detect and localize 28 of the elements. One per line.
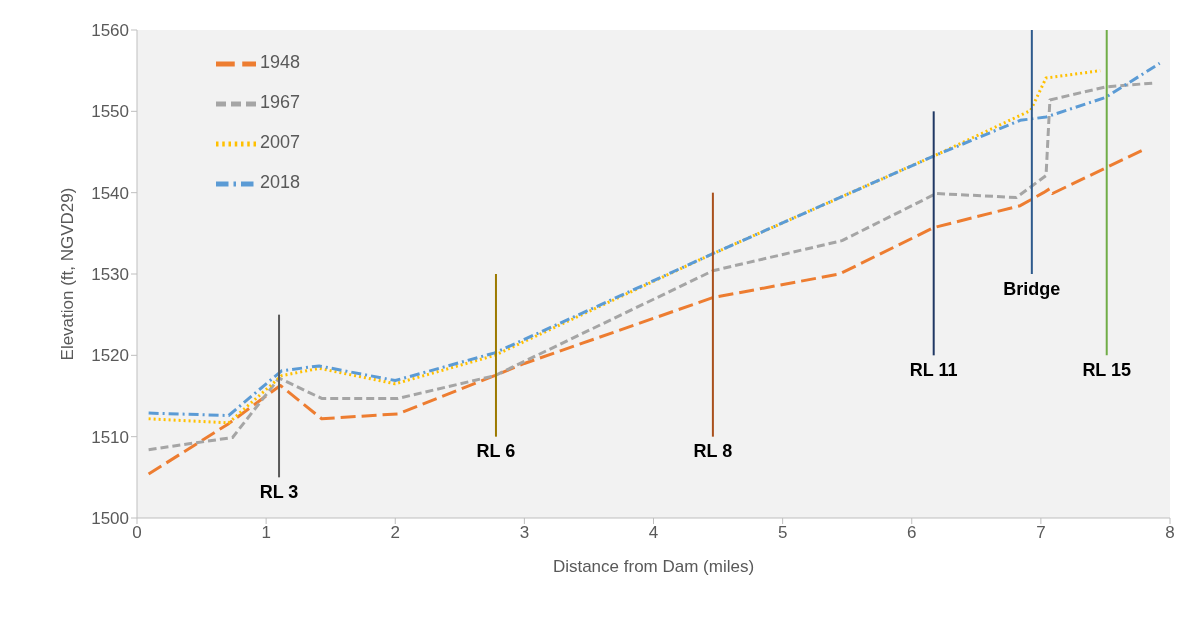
x-tick-label: 1	[261, 523, 271, 543]
y-tick-label: 1560	[91, 21, 129, 41]
x-tick-label: 4	[648, 523, 659, 543]
legend-label: 2007	[259, 132, 301, 153]
y-tick-label: 1510	[91, 427, 129, 447]
y-tick-label: 1520	[91, 346, 129, 366]
series-label: RL 11	[909, 360, 958, 381]
x-tick-label: 5	[777, 523, 788, 543]
series-label: RL 6	[476, 441, 516, 462]
x-tick-label: 0	[132, 523, 142, 543]
x-tick-label: 3	[519, 523, 530, 543]
y-tick-label: 1540	[91, 183, 129, 203]
series-label: RL 3	[259, 482, 299, 503]
series-label: RL 8	[693, 441, 733, 462]
legend-label: 1967	[259, 92, 301, 113]
x-tick-label: 6	[907, 523, 917, 543]
series-label: Bridge	[1003, 278, 1061, 299]
series-label: RL 15	[1082, 360, 1132, 381]
x-tick-label: 8	[1165, 523, 1175, 543]
x-tick-label: 2	[390, 523, 400, 543]
legend-label: 2018	[259, 172, 301, 193]
y-tick-label: 1500	[91, 509, 129, 529]
x-tick-label: 7	[1036, 523, 1046, 543]
y-tick-label: 1530	[91, 265, 129, 285]
legend-label: 1948	[259, 52, 301, 73]
y-tick-label: 1550	[91, 102, 129, 122]
y-axis-title: Elevation (ft, NGVD29)	[58, 187, 78, 361]
x-axis-title: Distance from Dam (miles)	[552, 557, 755, 576]
